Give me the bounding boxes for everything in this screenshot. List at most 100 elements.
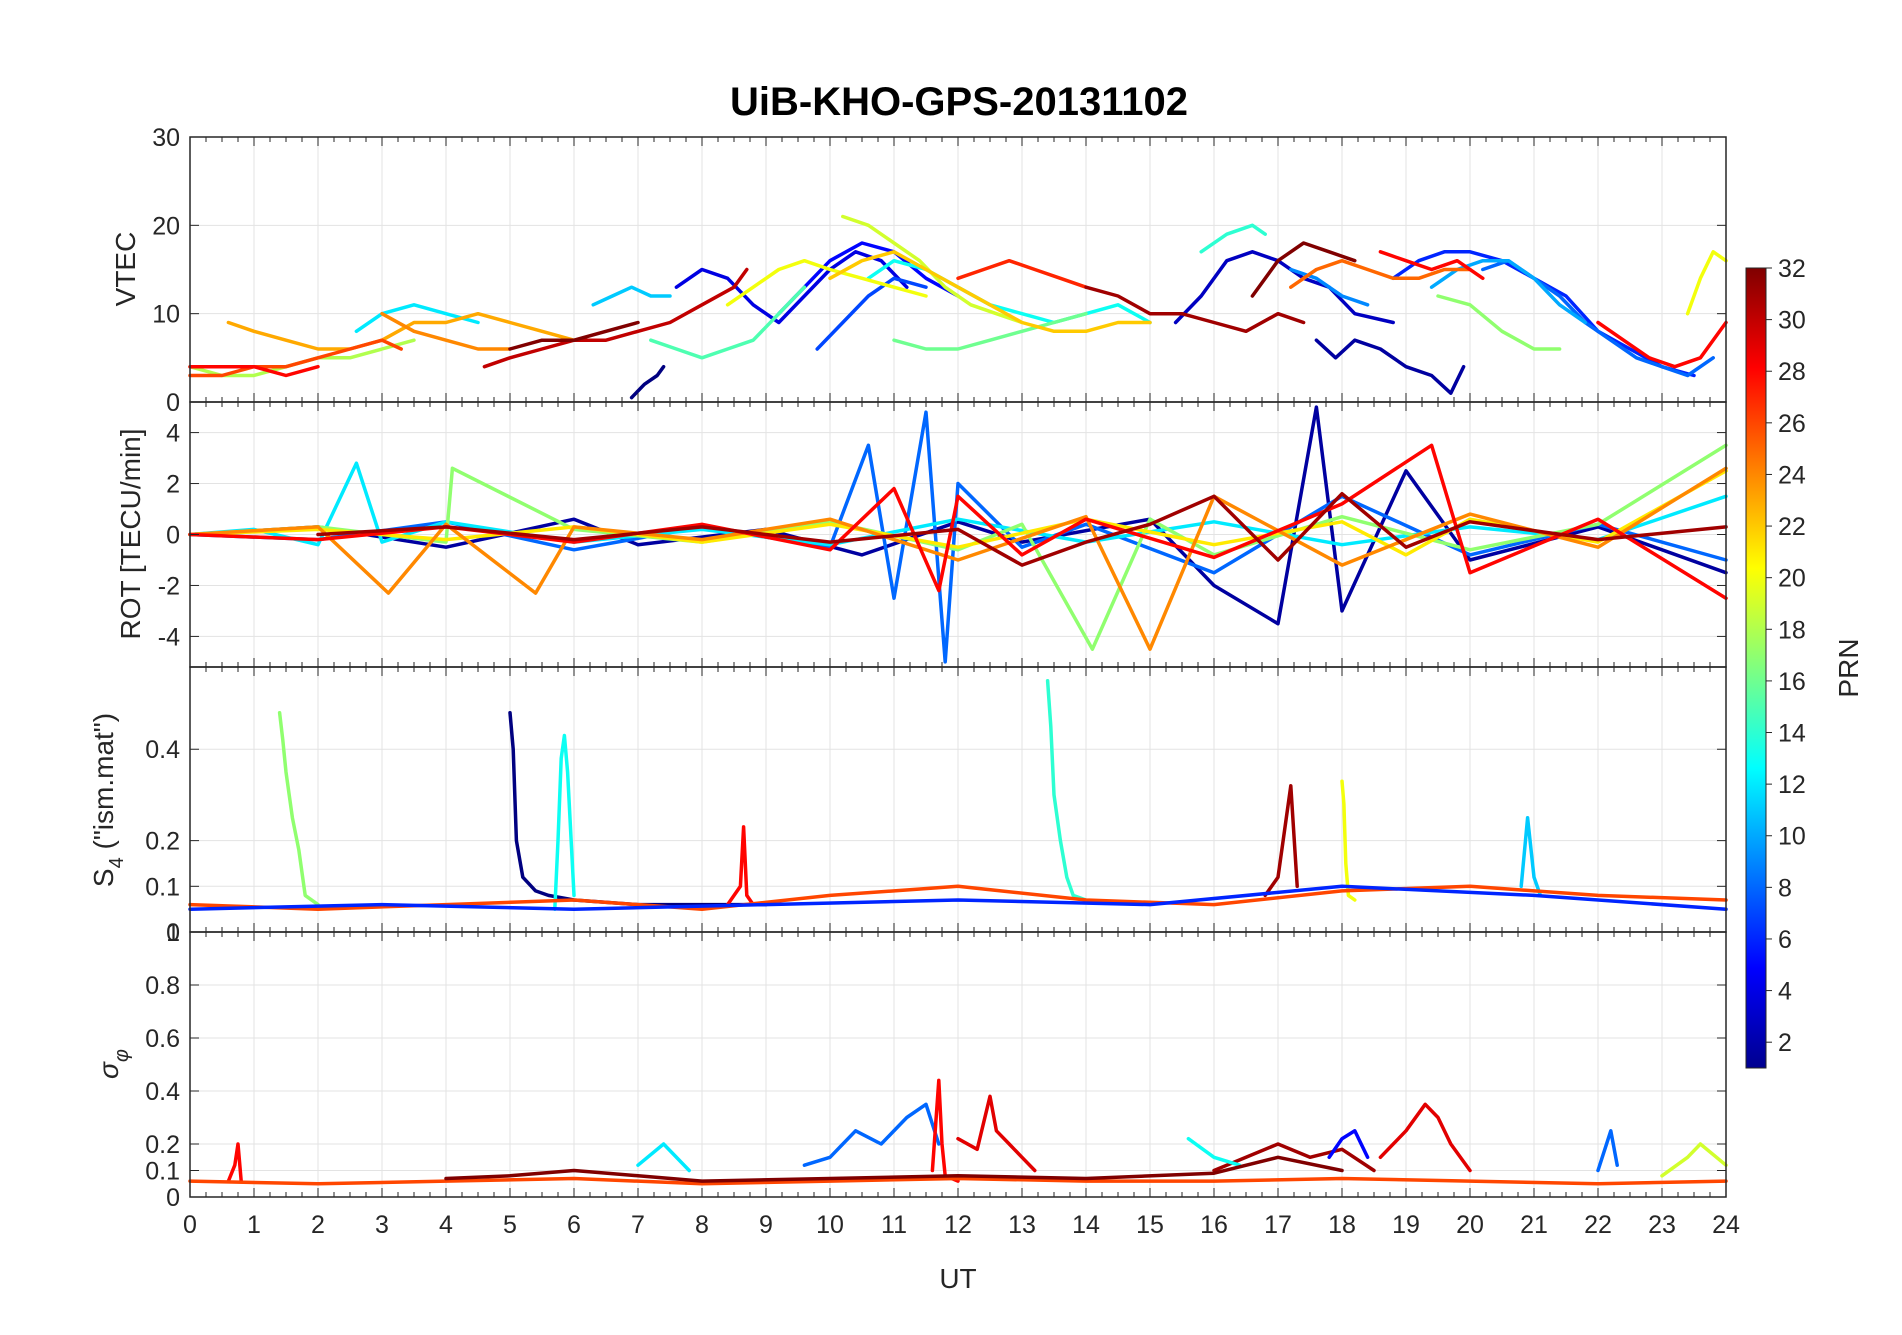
series-vtec-prn-14 — [1199, 223, 1267, 254]
series-vtec-prn-17 — [1436, 294, 1562, 351]
colorbar-tick-label: 20 — [1778, 565, 1806, 593]
ylabel-rot: ROT [TECU/min] — [115, 428, 146, 639]
y-tick-labels: 0102030-4-202400.10.20.400.10.20.40.60.8… — [145, 124, 180, 1212]
xtick-label: 17 — [1264, 1211, 1292, 1239]
ytick-label-rot: 4 — [166, 420, 180, 448]
xtick-label: 0 — [183, 1211, 197, 1239]
xtick-label: 15 — [1136, 1211, 1164, 1239]
x-tick-labels: 0 1 2 3 4 5 6 7 8 9 10 11 12 13 14 15 16 17 18 19 20 21 22 23 24 — [183, 1211, 1740, 1239]
series-s4-prn-31 — [1263, 784, 1299, 898]
series-sigma-prn-28 — [226, 1142, 243, 1183]
ylabel-s4-main: S — [88, 868, 119, 887]
series-vtec-prn-28 — [1596, 320, 1728, 369]
series-vtec-prn-16 — [892, 311, 1088, 351]
colorbar-gradient — [1745, 267, 1767, 1069]
ytick-label-sigma: 0.1 — [145, 1158, 180, 1186]
series-vtec-prn-22 — [828, 250, 1152, 334]
ylabel-sigma-main: σ — [93, 1061, 124, 1079]
xtick-label: 1 — [247, 1211, 261, 1239]
series-sigma-prn-13 — [1186, 1136, 1242, 1167]
ytick-label-s4: 0.2 — [145, 828, 180, 856]
xtick-label: 23 — [1648, 1211, 1676, 1239]
panel-frame-sigma — [189, 931, 1727, 1198]
ytick-label-sigma: 0.6 — [145, 1025, 180, 1053]
colorbar-tick-label: 2 — [1778, 1029, 1792, 1057]
xtick-label: 19 — [1392, 1211, 1420, 1239]
series-s4-prn-14 — [1045, 678, 1088, 902]
colorbar-tick-label: 12 — [1778, 771, 1806, 799]
colorbar-tick-label: 22 — [1778, 513, 1806, 541]
series-vtec-prn-26 — [188, 338, 403, 378]
ylabel-s4: S4 ("ism.mat") — [88, 713, 128, 887]
ytick-label-vtec: 20 — [152, 212, 180, 240]
series-vtec-prn-9 — [1289, 267, 1370, 307]
series-sigma-prn-26 — [188, 1176, 1728, 1186]
colorbar-tick-label: 26 — [1778, 410, 1806, 438]
xtick-label: 21 — [1520, 1211, 1548, 1239]
series-vtec-prn-32 — [508, 320, 640, 351]
series-rot-prn-8 — [188, 410, 1728, 664]
series-rot-prn-2 — [188, 405, 1728, 626]
colorbar-tick-label: 6 — [1778, 926, 1792, 954]
xtick-label: 20 — [1456, 1211, 1484, 1239]
xlabel: UT — [939, 1263, 976, 1294]
xtick-label: 5 — [503, 1211, 517, 1239]
ytick-label-s4: 0.1 — [145, 873, 180, 901]
series-vtec-prn-31 — [1084, 285, 1306, 334]
series-sigma-prn-8 — [1596, 1129, 1619, 1173]
series-vtec-prn-25 — [1289, 258, 1472, 289]
ytick-label-s4: 0 — [166, 919, 180, 947]
series-vtec-prn-30 — [482, 267, 749, 369]
series-vtec-prn-27 — [956, 258, 1088, 289]
colorbar-tick-label: 32 — [1778, 255, 1806, 283]
xtick-label: 7 — [631, 1211, 645, 1239]
xtick-label: 12 — [944, 1211, 972, 1239]
xtick-label: 10 — [816, 1211, 844, 1239]
xtick-label: 24 — [1712, 1211, 1740, 1239]
series-rot-prn-31 — [316, 491, 1728, 567]
ytick-label-sigma-top: 1 — [166, 919, 180, 947]
series-s4-prn-1 — [508, 710, 768, 907]
series-vtec-prn-13 — [866, 258, 1152, 325]
xtick-label: 4 — [439, 1211, 453, 1239]
xtick-label: 2 — [311, 1211, 325, 1239]
ylabel-sigma: σφ — [93, 1049, 133, 1079]
series-vtec-prn-28 — [188, 364, 320, 378]
xtick-label: 22 — [1584, 1211, 1612, 1239]
series-sigma-prn-31 — [1212, 1142, 1376, 1173]
ytick-label-sigma: 0.2 — [145, 1131, 180, 1159]
ytick-label-rot: 0 — [166, 522, 180, 550]
series-s4-prn-17 — [277, 710, 320, 907]
series-vtec-prn-11 — [591, 285, 672, 307]
series-s4-prn-28 — [725, 825, 755, 907]
ytick-label-vtec: 30 — [152, 124, 180, 152]
xtick-label: 14 — [1072, 1211, 1100, 1239]
colorbar-tick-label: 8 — [1778, 874, 1792, 902]
series-s4-prn-13 — [553, 733, 576, 911]
xtick-label: 16 — [1200, 1211, 1228, 1239]
series-s4-prn-6 — [188, 884, 1728, 911]
xtick-label: 13 — [1008, 1211, 1036, 1239]
series-sigma-prn-29 — [956, 1094, 1037, 1173]
series-sigma-prn-8 — [802, 1102, 941, 1167]
xtick-label: 6 — [567, 1211, 581, 1239]
ytick-label-s4: 0.4 — [145, 736, 180, 764]
xtick-label: 11 — [881, 1211, 907, 1239]
series-sigma-prn-12 — [636, 1142, 691, 1173]
series-vtec-prn-7 — [815, 276, 928, 351]
xtick-label: 3 — [375, 1211, 389, 1239]
series-layer — [188, 214, 1728, 1186]
ytick-label-vtec: 0 — [166, 389, 180, 417]
colorbar-tick-label: 28 — [1778, 358, 1806, 386]
xtick-label: 18 — [1328, 1211, 1356, 1239]
series-sigma-prn-29 — [1378, 1102, 1472, 1173]
colorbar-tick-label: 16 — [1778, 668, 1806, 696]
frame-layer — [189, 136, 1727, 1198]
colorbar-tick-label: 10 — [1778, 823, 1806, 851]
ytick-label-sigma: 0.8 — [145, 972, 180, 1000]
ytick-label-sigma: 0.4 — [145, 1078, 180, 1106]
colorbar-tick-label: 24 — [1778, 461, 1806, 489]
series-vtec-prn-23 — [226, 311, 576, 351]
